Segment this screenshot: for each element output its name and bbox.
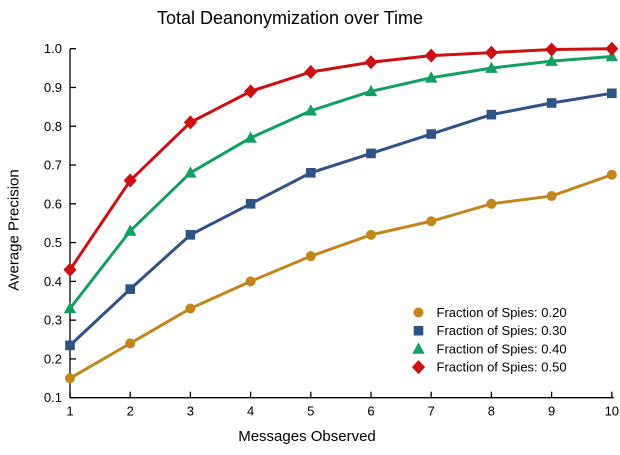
data-point-marker [366, 229, 376, 240]
data-point-marker [546, 98, 557, 108]
y-tick-label: 0.1 [44, 390, 62, 405]
x-tick-label: 6 [367, 404, 374, 419]
legend-swatch [413, 307, 424, 318]
legend-label: Fraction of Spies: 0.20 [437, 305, 567, 320]
legend-label: Fraction of Spies: 0.50 [437, 360, 567, 375]
series-line [69, 173, 613, 380]
data-point-marker [364, 55, 378, 70]
data-point-marker [185, 303, 196, 314]
data-point-marker [304, 64, 318, 79]
data-point-marker [305, 251, 316, 262]
data-point-marker [306, 167, 316, 178]
data-point-marker [425, 71, 438, 83]
series-line [68, 54, 612, 310]
data-point-marker [304, 104, 317, 116]
data-point-marker [123, 173, 137, 188]
data-point-marker [546, 191, 557, 202]
x-tick-label: 9 [548, 404, 555, 419]
legend-label: Fraction of Spies: 0.40 [437, 341, 567, 356]
data-point-marker [364, 84, 378, 97]
x-tick-label: 10 [605, 404, 619, 419]
data-point-marker [245, 199, 256, 209]
data-point-marker [607, 88, 617, 99]
y-tick-label: 0.4 [44, 274, 62, 289]
y-tick-label: 0.5 [44, 235, 62, 250]
y-tick-label: 1.0 [44, 41, 62, 56]
data-point-marker [486, 198, 497, 209]
data-point-marker [606, 169, 617, 180]
x-tick-label: 1 [66, 404, 73, 419]
data-point-marker [424, 48, 438, 63]
data-point-marker [245, 276, 256, 287]
data-point-marker [426, 129, 436, 139]
data-point-marker [244, 84, 258, 99]
data-point-marker [545, 54, 558, 66]
y-tick-label: 0.8 [44, 119, 62, 134]
y-tick-label: 0.6 [44, 196, 62, 211]
data-point-marker [63, 302, 77, 314]
data-point-marker [484, 45, 498, 60]
data-point-marker [545, 42, 559, 57]
data-point-marker [65, 373, 75, 384]
y-tick-label: 0.9 [44, 80, 62, 95]
legend-swatch [411, 360, 426, 375]
series-line [68, 47, 612, 271]
y-tick-label: 0.2 [44, 351, 62, 366]
data-point-marker [185, 230, 196, 240]
legend-swatch [412, 342, 425, 354]
data-point-marker [486, 109, 497, 120]
data-point-marker [63, 262, 77, 277]
x-tick-label: 7 [428, 404, 435, 419]
x-tick-label: 4 [247, 404, 254, 419]
data-point-marker [426, 216, 437, 227]
data-point-marker [65, 340, 75, 351]
y-tick-label: 0.7 [44, 158, 62, 173]
legend-swatch [413, 325, 424, 336]
data-point-marker [605, 41, 619, 56]
data-point-marker [183, 115, 197, 130]
data-point-marker [366, 148, 376, 159]
series-line [68, 91, 613, 347]
x-tick-label: 8 [488, 404, 495, 419]
data-point-marker [125, 284, 135, 294]
x-tick-label: 3 [187, 404, 194, 419]
y-tick-label: 0.3 [44, 313, 62, 328]
data-point-marker [485, 61, 498, 73]
x-tick-label: 5 [307, 404, 314, 419]
data-point-marker [124, 224, 137, 236]
data-point-marker [125, 338, 136, 349]
chart-title: Total Deanonymization over Time [156, 8, 424, 28]
x-tick-label: 2 [127, 404, 134, 419]
legend-label: Fraction of Spies: 0.30 [437, 323, 567, 338]
x-axis-label: Messages Observed [238, 428, 376, 445]
data-point-marker [184, 166, 197, 178]
data-point-marker [244, 131, 257, 143]
